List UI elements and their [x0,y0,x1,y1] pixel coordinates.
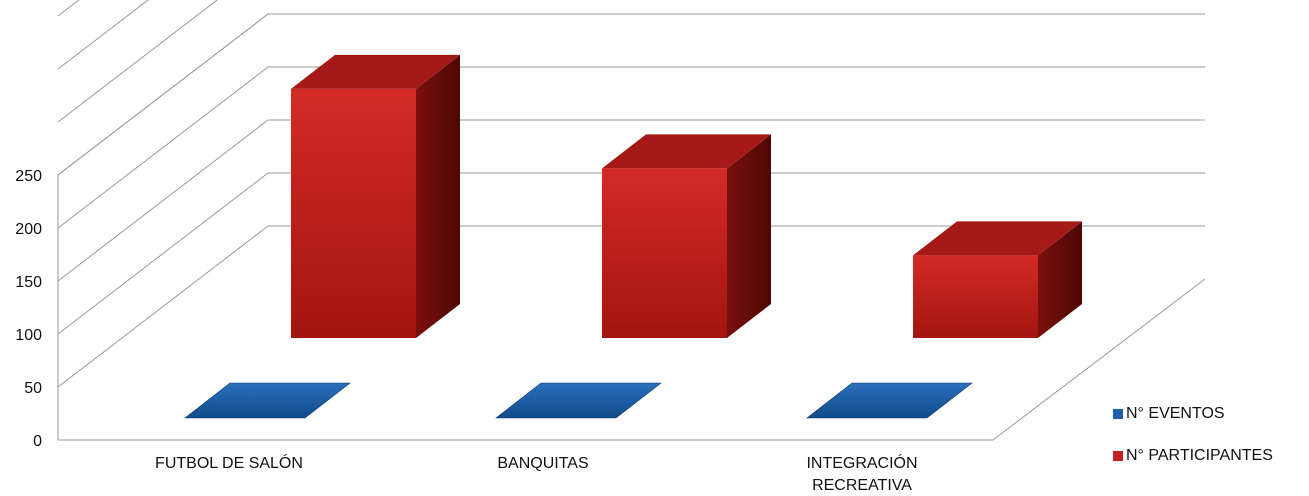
y-tick-label: 250 [15,168,42,185]
legend-item-participantes: N° PARTICIPANTES [1113,446,1273,466]
y-tick-label: 50 [24,380,42,397]
bar-participantes-side [416,54,460,339]
bar-participantes [291,88,416,339]
gridlines [57,0,1205,388]
gridline [57,0,149,70]
bar-participantes [913,255,1038,338]
gridline [57,119,1205,282]
gridline [57,66,1205,229]
series-participantes [291,54,1082,339]
bar-eventos [495,382,662,419]
bar-participantes [602,168,727,338]
y-axis-ticks: 0 50 100 150 200 250 [15,168,42,450]
series-eventos [184,382,973,419]
bar-eventos [806,382,973,419]
x-category-label: FUTBOL DE SALÓN [155,453,303,472]
gridline [57,172,1205,335]
bar-eventos [184,382,351,419]
legend-label-participantes: N° PARTICIPANTES [1126,447,1273,464]
y-tick-label: 200 [15,221,42,238]
bar-participantes-top [913,221,1082,256]
legend: N° EVENTOS N° PARTICIPANTES [1113,404,1273,488]
bar-participantes-top [291,54,460,89]
y-tick-label: 100 [15,327,42,344]
y-tick-label: 150 [15,274,42,291]
x-category-label: INTEGRACIÓN RECREATIVA [806,453,917,494]
gridline [57,225,1205,388]
legend-swatch-participantes [1113,451,1123,461]
legend-item-eventos: N° EVENTOS [1113,404,1273,424]
bar-participantes-top [602,134,771,169]
gridline [57,0,218,123]
legend-label-eventos: N° EVENTOS [1126,405,1225,422]
bar-participantes-side [1038,221,1082,338]
x-axis-categories: FUTBOL DE SALÓN BANQUITAS INTEGRACIÓN RECRE… [155,453,918,494]
y-tick-label: 0 [33,433,42,450]
back-wall-edge [57,13,269,440]
gridline [57,13,1205,176]
floor-edge [58,278,1206,441]
legend-swatch-eventos [1113,409,1123,419]
x-category-label: BANQUITAS [497,455,588,472]
bar-participantes-side [727,134,771,338]
